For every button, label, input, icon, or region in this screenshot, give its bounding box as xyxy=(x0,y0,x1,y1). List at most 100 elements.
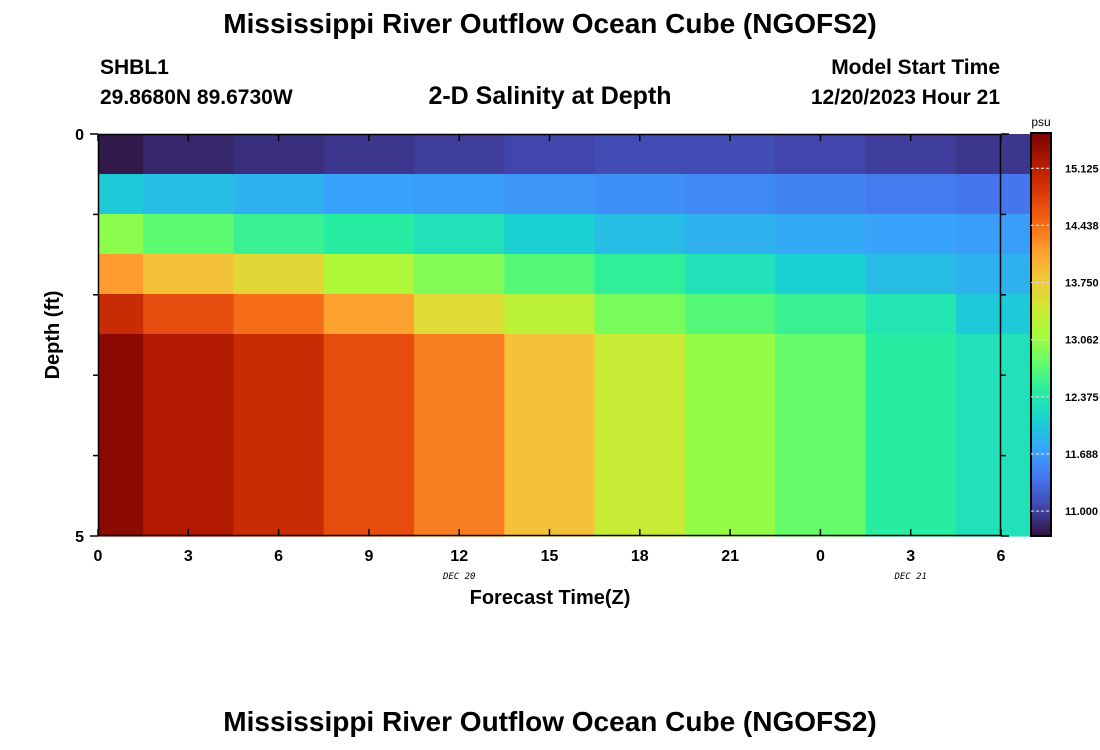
heatmap-cell xyxy=(323,334,415,537)
colorbar-segment xyxy=(1031,405,1051,409)
heatmap-cell xyxy=(233,334,325,537)
heatmap-cell xyxy=(98,254,144,295)
heatmap-cell xyxy=(955,334,1047,537)
plot-frame xyxy=(97,133,1002,537)
heatmap-cell xyxy=(143,334,235,537)
colorbar-segment xyxy=(1031,361,1051,366)
heatmap-cell xyxy=(143,294,235,335)
colorbar-tick-label: 15.125 xyxy=(1065,163,1099,175)
heatmap-cell xyxy=(233,214,325,255)
colorbar-segment xyxy=(1031,347,1051,352)
heatmap-cell xyxy=(684,134,776,175)
colorbar-segment xyxy=(1031,159,1051,164)
colorbar-segment xyxy=(1031,354,1051,359)
heatmap-cell xyxy=(233,294,325,335)
colorbar-segment xyxy=(1031,364,1051,369)
colorbar-segment xyxy=(1031,146,1051,151)
x-tick-label: 15 xyxy=(541,548,559,565)
colorbar-segment xyxy=(1031,247,1051,252)
x-tick-label: 9 xyxy=(364,548,373,565)
heatmap-cell xyxy=(594,294,686,335)
colorbar-segment xyxy=(1031,499,1051,504)
colorbar-segment xyxy=(1031,482,1051,487)
colorbar-segment xyxy=(1031,525,1051,530)
colorbar-segment xyxy=(1031,300,1051,305)
station-id: SHBL1 xyxy=(100,56,169,79)
colorbar-segment xyxy=(1031,388,1051,393)
heatmap-cell xyxy=(323,214,415,255)
colorbar-segment xyxy=(1031,472,1051,477)
heatmap-cell xyxy=(98,134,144,175)
colorbar-segment xyxy=(1031,287,1051,292)
colorbar-segment xyxy=(1031,465,1051,470)
colorbar-tick-label: 12.375 xyxy=(1065,392,1099,404)
colorbar-segment xyxy=(1031,505,1051,510)
x-tick-label: 3 xyxy=(184,548,193,565)
colorbar-segment xyxy=(1031,260,1051,265)
colorbar-segment xyxy=(1031,149,1051,154)
colorbar-segment xyxy=(1031,431,1051,436)
colorbar-segment xyxy=(1031,257,1051,262)
colorbar-segment xyxy=(1031,180,1051,184)
colorbar-segment xyxy=(1031,156,1051,161)
date-label: DEC 21 xyxy=(893,572,927,582)
colorbar-segment xyxy=(1031,381,1051,386)
y-axis-label: Depth (ft) xyxy=(42,291,64,380)
x-axis-label: Forecast Time(Z) xyxy=(470,587,631,609)
heatmap-cell xyxy=(504,214,596,255)
colorbar-segment xyxy=(1031,452,1051,456)
heatmap-cell xyxy=(594,134,686,175)
colorbar-segment xyxy=(1031,391,1051,396)
colorbar-segment xyxy=(1031,398,1051,403)
colorbar-segment xyxy=(1031,143,1051,148)
heatmap-cell xyxy=(233,134,325,175)
colorbar-segment xyxy=(1031,317,1051,322)
heatmap-cell xyxy=(594,174,686,215)
colorbar-segment xyxy=(1031,250,1051,255)
colorbar-segment xyxy=(1031,233,1051,238)
colorbar-segment xyxy=(1031,378,1051,383)
heatmap-cell xyxy=(955,174,1047,215)
colorbar-segment xyxy=(1031,341,1051,346)
colorbar-segment xyxy=(1031,297,1051,302)
colorbar-segment xyxy=(1031,304,1051,309)
colorbar-segment xyxy=(1031,418,1051,423)
colorbar-segment xyxy=(1031,133,1051,137)
heatmap-cell xyxy=(865,134,957,175)
colorbar-segment xyxy=(1031,492,1051,497)
heatmap-cell xyxy=(955,294,1047,335)
heatmap-cell xyxy=(865,174,957,215)
footer-title: Mississippi River Outflow Ocean Cube (NG… xyxy=(223,706,877,737)
heatmap-cell xyxy=(594,214,686,255)
colorbar-segment xyxy=(1031,331,1051,336)
heatmap-cell xyxy=(143,174,235,215)
colorbar-segment xyxy=(1031,324,1051,329)
heatmap-cell xyxy=(594,254,686,295)
heatmap-cell xyxy=(414,134,505,175)
heatmap-cell xyxy=(865,214,957,255)
colorbar-segment xyxy=(1031,166,1051,171)
heatmap-cell xyxy=(414,334,505,537)
colorbar-segment xyxy=(1031,344,1051,349)
heatmap-cell xyxy=(504,254,596,295)
heatmap-cell xyxy=(504,294,596,335)
x-tick-label: 12 xyxy=(450,548,468,565)
colorbar-segment xyxy=(1031,240,1051,245)
x-tick-label: 3 xyxy=(906,548,915,565)
heatmap-cell xyxy=(865,294,957,335)
heatmap-cell xyxy=(98,294,144,335)
heatmap-cell xyxy=(414,254,505,295)
x-tick-label: 0 xyxy=(816,548,825,565)
heatmap-cell xyxy=(98,334,144,537)
colorbar-segment xyxy=(1031,227,1051,231)
x-tick-label: 18 xyxy=(631,548,649,565)
colorbar-segment xyxy=(1031,284,1051,289)
colorbar-segment xyxy=(1031,502,1051,507)
colorbar-segment xyxy=(1031,210,1051,215)
station-coordinates: 29.8680N 89.6730W xyxy=(100,86,293,109)
x-tick-label: 6 xyxy=(997,548,1006,565)
colorbar-segment xyxy=(1031,351,1051,356)
colorbar-segment xyxy=(1031,176,1051,181)
colorbar-segment xyxy=(1031,169,1051,174)
colorbar-unit: psu xyxy=(1031,115,1050,129)
